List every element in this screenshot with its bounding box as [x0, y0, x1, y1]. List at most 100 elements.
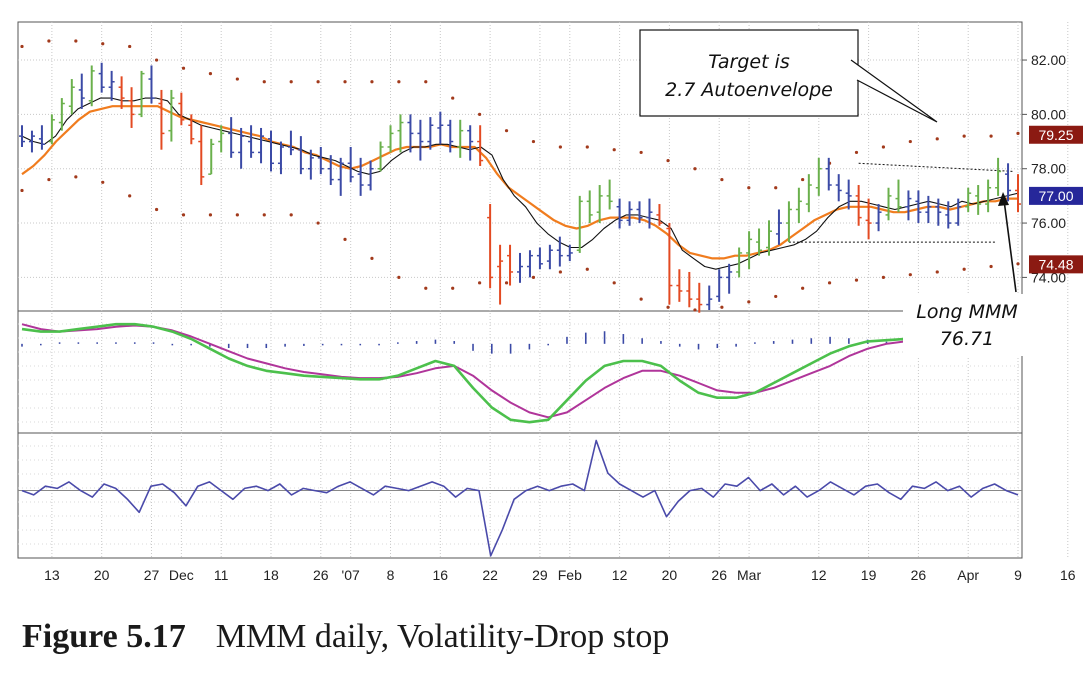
- envelope-lower-dot: [693, 308, 697, 312]
- x-tick-label: 9: [1014, 567, 1022, 583]
- envelope-upper-dot: [531, 139, 536, 144]
- envelope-upper-dot: [343, 80, 347, 84]
- envelope-lower-dot: [74, 175, 78, 179]
- target-note-line: Target is: [708, 51, 790, 73]
- envelope-lower-dot: [289, 213, 293, 217]
- envelope-upper-dot: [989, 134, 993, 138]
- y-tick-label: 80.00: [1031, 106, 1066, 122]
- envelope-lower-dot: [854, 278, 859, 282]
- envelope-upper-dot: [801, 177, 805, 182]
- envelope-lower-dot: [1016, 262, 1020, 266]
- envelope-upper-dot: [47, 39, 51, 43]
- envelope-lower-dot: [612, 281, 616, 285]
- entry-arrow-shaft: [1003, 199, 1017, 293]
- x-tick-label: 19: [861, 567, 877, 583]
- envelope-upper-dot: [881, 145, 886, 149]
- x-tick-label: 12: [612, 567, 628, 583]
- entry-arrow-head: [998, 192, 1009, 206]
- x-tick-label: 18: [263, 567, 279, 583]
- envelope-lower-dot: [747, 300, 751, 304]
- envelope-upper-dot: [962, 134, 966, 138]
- price-badge: [1029, 186, 1083, 205]
- x-tick-label: '07: [342, 567, 360, 583]
- x-tick-label: Feb: [558, 567, 582, 583]
- x-tick-label: 26: [911, 567, 927, 583]
- envelope-upper-dot: [74, 39, 78, 43]
- y-tick-label: 74.00: [1031, 269, 1066, 285]
- envelope-lower-dot: [989, 264, 993, 269]
- x-tick-label: 27: [144, 567, 160, 583]
- price-badge-label: 77.00: [1038, 188, 1073, 204]
- envelope-lower-dot: [424, 286, 428, 290]
- envelope-lower-dot: [316, 221, 320, 225]
- envelope-upper-dot: [208, 72, 213, 76]
- target-line-upper: [858, 162, 1015, 172]
- ema-fast-line: [21, 97, 1019, 270]
- envelope-lower-dot: [639, 297, 643, 301]
- y-tick-label: 82.00: [1031, 52, 1066, 68]
- envelope-lower-dot: [343, 237, 347, 241]
- envelope-lower-dot: [370, 256, 374, 260]
- envelope-upper-dot: [20, 44, 24, 49]
- envelope-lower-dot: [451, 286, 455, 290]
- envelope-upper-dot: [935, 137, 939, 141]
- envelope-lower-dot: [908, 273, 912, 277]
- y-tick-label: 78.00: [1031, 161, 1066, 177]
- x-tick-label: 20: [94, 567, 110, 583]
- envelope-lower-dot: [720, 305, 724, 309]
- figure-caption: Figure 5.17 MMM daily, Volatility-Drop st…: [22, 618, 669, 656]
- envelope-upper-dot: [181, 66, 186, 70]
- price-badge-label: 79.25: [1038, 127, 1073, 143]
- envelope-upper-dot: [289, 80, 293, 84]
- price-badge: [1029, 125, 1083, 144]
- envelope-lower-dot: [935, 270, 939, 274]
- force-index-line: [21, 439, 1019, 557]
- envelope-upper-dot: [397, 80, 401, 84]
- envelope-upper-dot: [585, 145, 589, 149]
- envelope-lower-dot: [504, 281, 509, 285]
- envelope-lower-dot: [181, 213, 186, 217]
- x-tick-label: 29: [532, 567, 548, 583]
- x-tick-label: 16: [433, 567, 449, 583]
- y-tick-label: 76.00: [1031, 215, 1066, 231]
- x-tick-label: Apr: [957, 567, 979, 583]
- envelope-lower-dot: [666, 305, 670, 309]
- envelope-lower-dot: [774, 294, 778, 299]
- entry-note-line: Long MMM: [916, 301, 1018, 323]
- envelope-lower-dot: [827, 281, 832, 285]
- macd-fast-line: [21, 322, 1018, 424]
- x-tick-label: Mar: [737, 567, 761, 583]
- price-badge: [1029, 255, 1083, 274]
- x-tick-label: Dec: [169, 567, 194, 583]
- envelope-lower-dot: [478, 281, 482, 285]
- envelope-upper-dot: [451, 96, 455, 100]
- x-tick-label: 26: [711, 567, 727, 583]
- entry-note-backing: [903, 294, 1025, 356]
- x-tick-label: 8: [387, 567, 395, 583]
- envelope-upper-dot: [558, 145, 562, 149]
- envelope-upper-dot: [478, 112, 482, 116]
- x-tick-label: 12: [811, 567, 827, 583]
- envelope-upper-dot: [504, 129, 509, 133]
- envelope-lower-dot: [585, 267, 589, 271]
- macd-slow-line: [21, 323, 1018, 419]
- envelope-lower-dot: [235, 213, 239, 217]
- envelope-upper-dot: [639, 150, 643, 155]
- envelope-upper-dot: [747, 186, 751, 190]
- envelope-lower-dot: [558, 270, 562, 274]
- figure-label: Figure 5.17: [22, 618, 186, 655]
- x-tick-label: 16: [1060, 567, 1076, 583]
- envelope-upper-dot: [424, 80, 428, 84]
- x-tick-label: 13: [44, 567, 60, 583]
- figure-title: MMM daily, Volatility-Drop stop: [215, 618, 670, 655]
- envelope-lower-dot: [962, 267, 966, 271]
- x-tick-label: 20: [662, 567, 678, 583]
- price-badge-label: 74.48: [1038, 256, 1073, 272]
- envelope-upper-dot: [774, 186, 778, 190]
- envelope-upper-dot: [854, 150, 859, 155]
- envelope-upper-dot: [908, 139, 912, 144]
- envelope-lower-dot: [801, 286, 805, 290]
- target-note-box: [639, 29, 859, 117]
- envelope-lower-dot: [881, 275, 886, 279]
- envelope-upper-dot: [154, 58, 159, 62]
